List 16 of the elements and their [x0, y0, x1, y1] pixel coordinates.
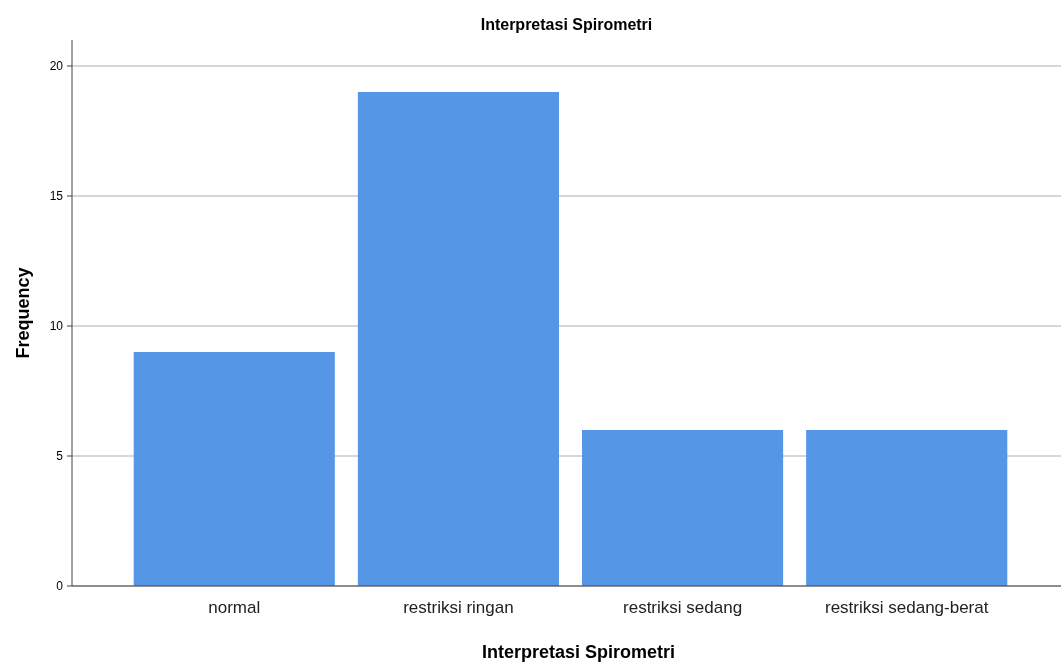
bar	[582, 430, 784, 586]
chart-title: Interpretasi Spirometri	[480, 16, 653, 33]
bar	[133, 352, 335, 586]
bar	[357, 92, 559, 586]
bar	[806, 430, 1008, 586]
x-axis-title: Interpretasi Spirometri	[481, 642, 676, 662]
x-tick-label: restriksi sedang	[623, 598, 743, 617]
x-tick-label: restriksi sedang-berat	[824, 598, 989, 617]
x-tick-label: restriksi ringan	[403, 598, 514, 617]
y-tick-label: 20	[49, 59, 64, 74]
y-tick-label: 0	[56, 579, 64, 594]
y-tick-label: 10	[49, 319, 64, 334]
y-tick-label: 15	[49, 189, 64, 204]
y-axis-title: Frequency	[13, 267, 33, 359]
x-tick-label: normal	[208, 598, 261, 617]
y-tick-label: 5	[56, 449, 64, 464]
